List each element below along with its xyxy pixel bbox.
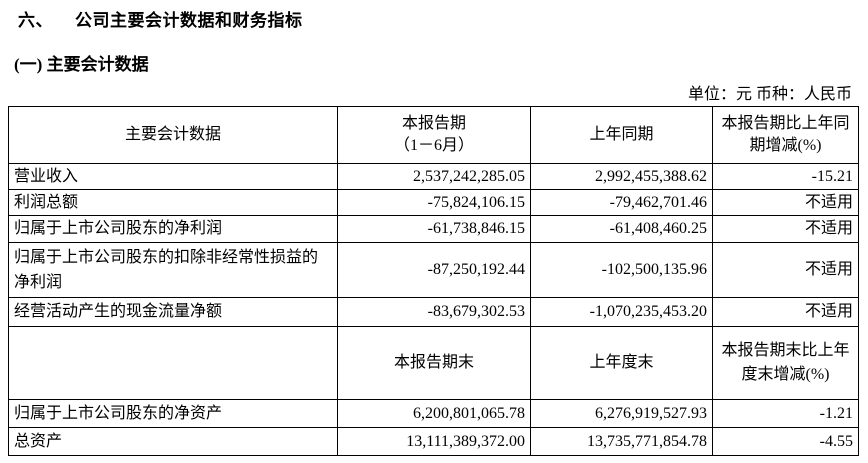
unit-currency-line: 单位：元 币种：人民币 <box>687 86 852 103</box>
change-value: -1.21 <box>712 399 859 428</box>
header-period-end: 本报告期末 <box>337 326 531 400</box>
section-title-text: 公司主要会计数据和财务指标 <box>75 11 303 30</box>
header-prior-year-end: 上年度末 <box>530 326 713 400</box>
prior-value: -102,500,135.96 <box>530 242 713 298</box>
accounting-data-table: 主要会计数据 本报告期 （1－6月） 上年同期 本报告期比上年同期增减(%) 营… <box>8 106 859 456</box>
header-prior-period: 上年同期 <box>530 106 713 164</box>
change-value: 不适用 <box>712 215 859 243</box>
table-row: 归属于上市公司股东的扣除非经常性损益的净利润 -87,250,192.44 -1… <box>8 242 859 298</box>
table-row: 利润总额 -75,824,106.15 -79,462,701.46 不适用 <box>8 189 859 216</box>
change-value: -4.55 <box>712 427 859 456</box>
current-value: -75,824,106.15 <box>337 189 531 216</box>
prior-value: 6,276,919,527.93 <box>530 399 713 428</box>
row-label: 经营活动产生的现金流量净额 <box>8 297 338 327</box>
change-value: 不适用 <box>712 242 859 298</box>
table-row: 归属于上市公司股东的净资产 6,200,801,065.78 6,276,919… <box>8 399 859 428</box>
change-value: 不适用 <box>712 189 859 216</box>
change-value: -15.21 <box>712 163 859 190</box>
row-label: 归属于上市公司股东的净资产 <box>8 399 338 428</box>
change-value: 不适用 <box>712 297 859 327</box>
prior-value: -61,408,460.25 <box>530 215 713 243</box>
table-row: 归属于上市公司股东的净利润 -61,738,846.15 -61,408,460… <box>8 215 859 243</box>
prior-value: -79,462,701.46 <box>530 189 713 216</box>
table-header-row: 主要会计数据 本报告期 （1－6月） 上年同期 本报告期比上年同期增减(%) <box>8 106 859 164</box>
row-label: 归属于上市公司股东的净利润 <box>8 215 338 243</box>
table-row: 营业收入 2,537,242,285.05 2,992,455,388.62 -… <box>8 163 859 190</box>
subsection-title: (一) 主要会计数据 <box>14 55 149 74</box>
header-change: 本报告期比上年同期增减(%) <box>712 106 859 164</box>
current-value: -83,679,302.53 <box>337 297 531 327</box>
section-number: 六、 <box>18 11 53 30</box>
table-row: 总资产 13,111,389,372.00 13,735,771,854.78 … <box>8 427 859 456</box>
prior-value: 13,735,771,854.78 <box>530 427 713 456</box>
current-value: -87,250,192.44 <box>337 242 531 298</box>
table-row: 经营活动产生的现金流量净额 -83,679,302.53 -1,070,235,… <box>8 297 859 327</box>
row-label: 营业收入 <box>8 163 338 190</box>
header-current-period: 本报告期 （1－6月） <box>337 106 531 164</box>
header-item-blank <box>8 326 338 400</box>
section-title: 六、 公司主要会计数据和财务指标 <box>18 6 303 31</box>
prior-value: 2,992,455,388.62 <box>530 163 713 190</box>
row-label: 总资产 <box>8 427 338 456</box>
current-value: 2,537,242,285.05 <box>337 163 531 190</box>
prior-value: -1,070,235,453.20 <box>530 297 713 327</box>
row-label: 利润总额 <box>8 189 338 216</box>
current-value: -61,738,846.15 <box>337 215 531 243</box>
current-value: 13,111,389,372.00 <box>337 427 531 456</box>
current-value: 6,200,801,065.78 <box>337 399 531 428</box>
table-header-row-2: 本报告期末 上年度末 本报告期末比上年度末增减(%) <box>8 326 859 400</box>
row-label: 归属于上市公司股东的扣除非经常性损益的净利润 <box>8 242 338 298</box>
header-item: 主要会计数据 <box>8 106 338 164</box>
header-change-end: 本报告期末比上年度末增减(%) <box>712 326 859 400</box>
